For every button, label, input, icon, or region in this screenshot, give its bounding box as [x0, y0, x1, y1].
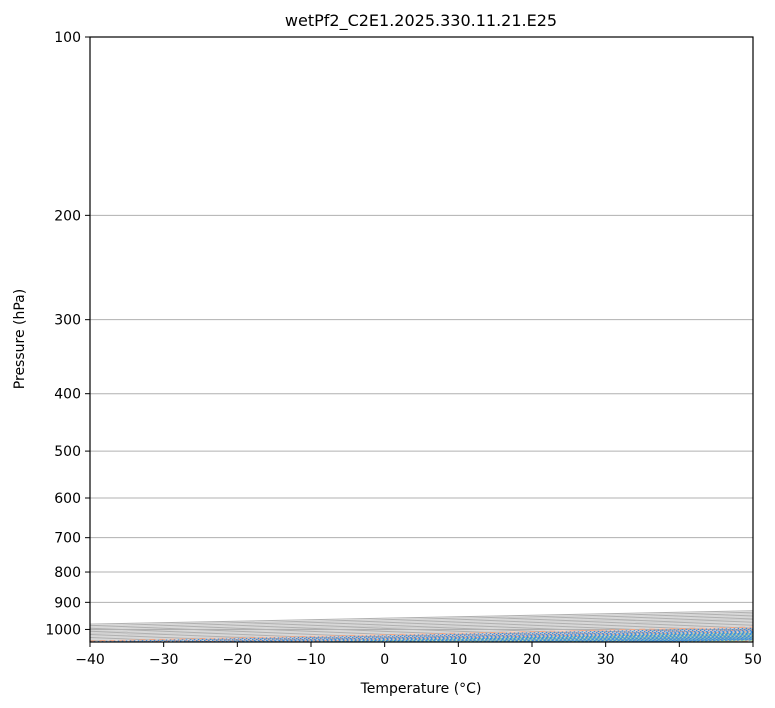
- y-tick-label: 1000: [45, 622, 81, 638]
- y-tick-label: 400: [54, 387, 81, 403]
- y-tick-label: 900: [54, 595, 81, 611]
- x-tick-label: −30: [149, 652, 179, 668]
- y-tick-label: 600: [54, 491, 81, 507]
- x-axis-label: Temperature (°C): [360, 681, 482, 697]
- y-tick-label: 300: [54, 313, 81, 329]
- x-tick-label: 30: [597, 652, 615, 668]
- chart-title: wetPf2_C2E1.2025.330.11.21.E25: [285, 11, 557, 31]
- x-tick-label: 0: [380, 652, 389, 668]
- x-tick-label: 50: [744, 652, 762, 668]
- y-tick-label: 700: [54, 531, 81, 547]
- axes: −40 −30 −20 −10 0 10 20 30 40 50 100 200 300 400 500 60…: [45, 30, 762, 668]
- x-tick-label: 20: [523, 652, 541, 668]
- plot-frame: [89, 36, 754, 643]
- x-tick-label: −10: [296, 652, 326, 668]
- y-tick-label: 200: [54, 208, 81, 224]
- y-tick-label: 800: [54, 565, 81, 581]
- y-axis-label: Pressure (hPa): [12, 289, 28, 389]
- background-lines: [90, 37, 753, 642]
- x-tick-label: 40: [670, 652, 688, 668]
- x-tick-label: 10: [449, 652, 467, 668]
- x-tick-label: −40: [75, 652, 105, 668]
- y-tick-label: 100: [54, 30, 81, 46]
- x-tick-label: −20: [223, 652, 253, 668]
- y-tick-label: 500: [54, 444, 81, 460]
